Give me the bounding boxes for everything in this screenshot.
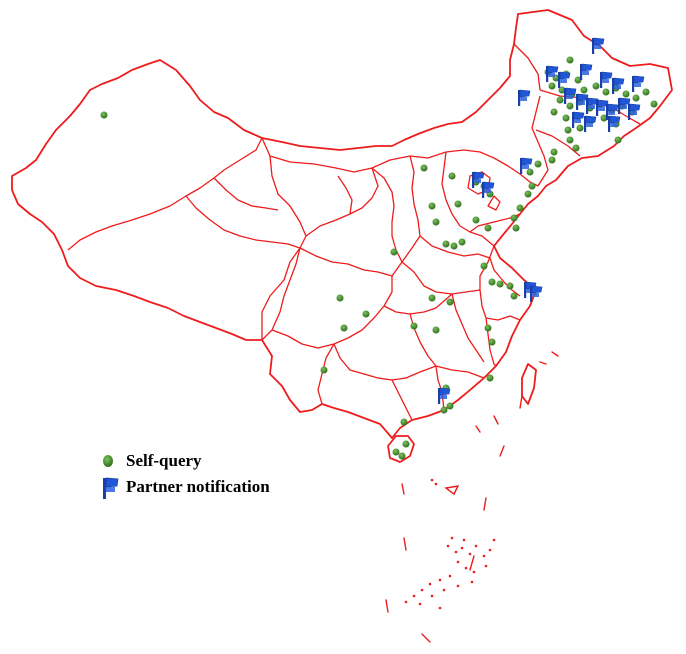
south-china-sea-lines xyxy=(385,351,559,643)
self-query-marker xyxy=(602,88,610,96)
self-query-marker xyxy=(484,324,492,332)
partner-notification-markers xyxy=(437,37,645,405)
self-query-marker xyxy=(600,114,608,122)
partner-notification-marker xyxy=(437,387,451,405)
self-query-marker xyxy=(510,292,518,300)
self-query-marker xyxy=(440,406,448,414)
partner-notification-marker xyxy=(529,285,543,303)
green-dot-icon xyxy=(100,450,122,472)
self-query-marker xyxy=(362,310,370,318)
partner-notification-marker xyxy=(627,103,641,121)
legend-label-partner-notification: Partner notification xyxy=(126,477,270,496)
self-query-marker xyxy=(550,108,558,116)
self-query-marker xyxy=(392,448,400,456)
self-query-marker xyxy=(558,86,566,94)
self-query-marker xyxy=(566,136,574,144)
map-legend: Self-query Partner notification xyxy=(100,448,270,500)
self-query-marker xyxy=(650,100,658,108)
self-query-marker xyxy=(450,242,458,250)
province-borders xyxy=(67,43,641,421)
self-query-marker xyxy=(528,182,536,190)
self-query-marker xyxy=(614,136,622,144)
self-query-marker xyxy=(390,248,398,256)
self-query-marker xyxy=(506,282,514,290)
self-query-marker xyxy=(488,338,496,346)
self-query-marker xyxy=(642,88,650,96)
self-query-marker xyxy=(336,294,344,302)
self-query-marker xyxy=(100,111,108,119)
self-query-marker xyxy=(448,172,456,180)
self-query-marker xyxy=(428,294,436,302)
self-query-marker xyxy=(420,164,428,172)
self-query-marker xyxy=(592,82,600,90)
self-query-marker xyxy=(564,126,572,134)
self-query-marker xyxy=(512,224,520,232)
self-query-marker xyxy=(562,114,570,122)
self-query-marker xyxy=(566,102,574,110)
self-query-marker xyxy=(622,90,630,98)
partner-notification-marker xyxy=(599,71,613,89)
self-query-marker xyxy=(472,216,480,224)
self-query-marker xyxy=(516,204,524,212)
self-query-marker xyxy=(402,440,410,448)
south-china-sea-islands xyxy=(404,478,496,610)
self-query-marker xyxy=(432,326,440,334)
self-query-marker xyxy=(548,82,556,90)
self-query-marker xyxy=(458,238,466,246)
self-query-marker xyxy=(632,94,640,102)
self-query-marker xyxy=(574,76,582,84)
self-query-marker xyxy=(428,202,436,210)
legend-label-self-query: Self-query xyxy=(126,451,202,470)
self-query-marker xyxy=(556,96,564,104)
self-query-marker xyxy=(534,160,542,168)
partner-notification-marker xyxy=(611,77,625,95)
self-query-marker xyxy=(580,86,588,94)
legend-item-self-query: Self-query xyxy=(100,448,270,474)
self-query-marker xyxy=(398,452,406,460)
self-query-marker xyxy=(454,200,462,208)
partner-notification-marker xyxy=(591,37,605,55)
self-query-marker xyxy=(320,366,328,374)
taiwan-island xyxy=(521,363,537,405)
self-query-marker xyxy=(400,418,408,426)
self-query-marker xyxy=(548,156,556,164)
self-query-marker xyxy=(496,280,504,288)
self-query-marker xyxy=(480,262,488,270)
self-query-marker xyxy=(442,240,450,248)
blue-flag-icon xyxy=(100,476,122,499)
partner-notification-marker xyxy=(579,63,593,81)
self-query-marker xyxy=(446,402,454,410)
self-query-marker xyxy=(484,224,492,232)
self-query-marker xyxy=(410,322,418,330)
self-query-marker xyxy=(526,168,534,176)
national-border xyxy=(11,9,673,439)
partner-notification-marker xyxy=(631,75,645,93)
self-query-marker xyxy=(488,278,496,286)
self-query-marker xyxy=(340,324,348,332)
partner-notification-marker xyxy=(517,89,531,107)
self-query-marker xyxy=(550,148,558,156)
hainan-island xyxy=(387,435,415,463)
self-query-marker xyxy=(510,214,518,222)
partner-notification-marker xyxy=(583,115,597,133)
self-query-marker xyxy=(576,124,584,132)
self-query-marker xyxy=(572,144,580,152)
self-query-marker xyxy=(566,56,574,64)
self-query-marker xyxy=(432,218,440,226)
self-query-marker xyxy=(524,190,532,198)
self-query-marker xyxy=(446,298,454,306)
legend-item-partner-notification: Partner notification xyxy=(100,474,270,500)
partner-notification-marker xyxy=(557,71,571,89)
self-query-marker xyxy=(486,374,494,382)
